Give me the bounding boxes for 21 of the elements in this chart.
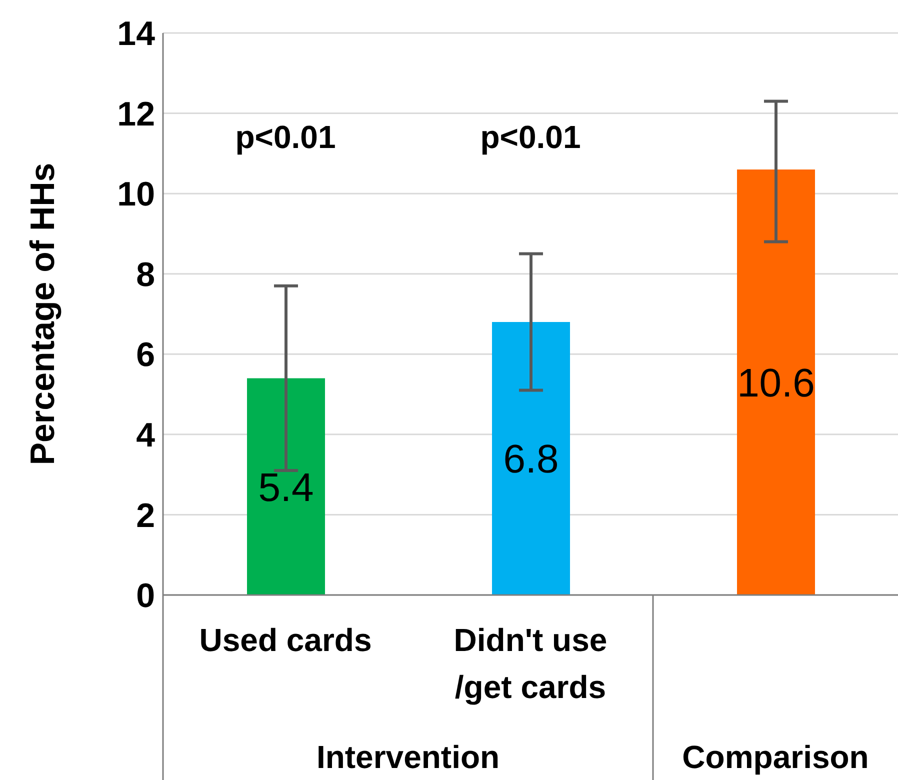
y-axis-title: Percentage of HHs — [24, 162, 62, 466]
data-label: 10.6 — [737, 361, 815, 406]
y-tick-label: 4 — [136, 416, 156, 454]
y-tick-label: 14 — [117, 15, 156, 54]
y-tick-label: 2 — [136, 496, 155, 535]
y-tick-label: 6 — [136, 336, 155, 374]
data-label: 6.8 — [503, 438, 559, 482]
text: Intervention — [316, 739, 500, 775]
bar — [737, 169, 815, 595]
data-label: 5.4 — [258, 466, 314, 510]
y-tick-label: 10 — [117, 176, 155, 214]
text: Comparison — [682, 739, 869, 775]
y-tick-label: 8 — [136, 256, 155, 294]
annotation: p<0.01 — [480, 119, 581, 155]
x-tick-label: Didn't use /get cards — [454, 622, 608, 705]
y-tick-label: 12 — [117, 95, 155, 134]
bar — [247, 378, 325, 595]
annotation: p<0.01 — [235, 119, 336, 155]
x-tick-label: Used cards — [199, 622, 372, 658]
y-tick-label: 0 — [136, 577, 155, 616]
bar — [492, 322, 570, 595]
